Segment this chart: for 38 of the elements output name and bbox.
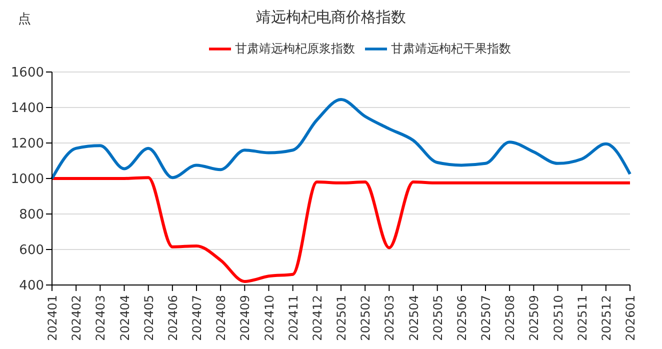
x-tick-label: 202509: [527, 295, 542, 341]
x-tick-label: 202507: [479, 295, 494, 341]
x-tick-label: 202601: [624, 295, 638, 341]
x-tick-label: 202410: [262, 295, 276, 341]
x-tick-label: 202403: [94, 295, 108, 341]
x-tick-label: 202506: [454, 295, 469, 341]
y-tick-label: 1400: [10, 101, 44, 116]
x-tick-label: 202501: [334, 295, 349, 341]
x-tick-label: 202508: [503, 295, 518, 341]
line-series: [50, 98, 632, 180]
y-tick-label: 1200: [10, 136, 44, 152]
y-tick-label: 400: [19, 278, 44, 294]
x-tick-label: 202401: [46, 295, 60, 341]
x-tick-label: 202409: [238, 295, 252, 341]
x-tick-label: 202404: [118, 295, 132, 341]
x-tick-label: 202402: [70, 295, 84, 341]
x-tick-label: 202407: [190, 295, 204, 341]
legend-label: 甘肃靖远枸杞干果指数: [391, 41, 511, 56]
x-tick-label: 202505: [430, 295, 445, 341]
x-tick-label: 202510: [551, 295, 566, 341]
x-tick-label: 202405: [142, 295, 156, 341]
x-tick-label: 202406: [166, 295, 180, 341]
y-tick-label: 800: [19, 208, 44, 223]
chart-title: 靖远枸杞电商价格指数: [256, 8, 406, 26]
x-tick-label: 202512: [599, 295, 614, 341]
y-axis-title: 点: [18, 11, 31, 28]
legend-label: 甘肃靖远枸杞原浆指数: [235, 41, 355, 56]
y-tick-label: 600: [19, 243, 44, 258]
x-tick-label: 202504: [406, 295, 421, 341]
x-tick-label: 202411: [286, 295, 300, 341]
line-series: [50, 176, 632, 283]
x-tick-label: 202412: [310, 295, 324, 341]
y-tick-label: 1600: [10, 66, 44, 81]
x-tick-label: 202408: [214, 295, 228, 341]
x-tick-label: 202511: [575, 295, 590, 341]
x-tick-label: 202503: [382, 295, 397, 341]
y-tick-label: 1000: [10, 172, 44, 188]
x-tick-label: 202502: [358, 295, 373, 341]
